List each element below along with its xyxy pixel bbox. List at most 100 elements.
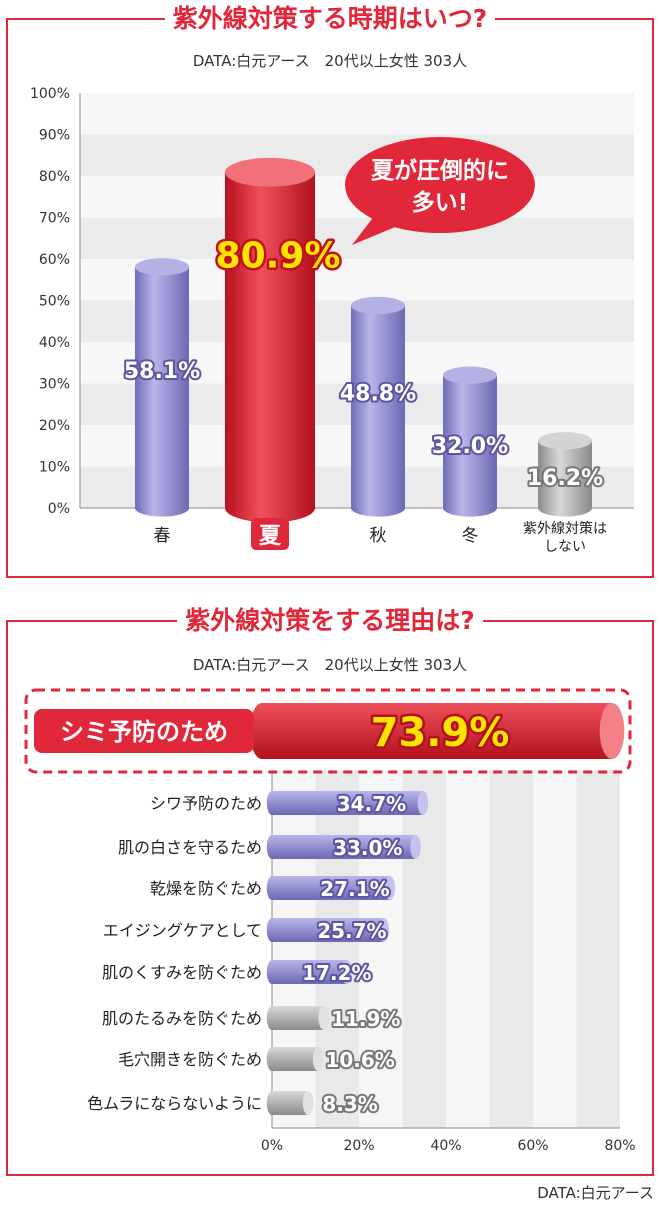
- bar: 乾燥を防ぐため 27.1%: [150, 875, 396, 903]
- grid-band: [272, 770, 316, 1128]
- bar-base: [266, 1091, 278, 1115]
- x-tick-label: 20%: [343, 1138, 374, 1154]
- x-tick-label: 80%: [604, 1138, 635, 1154]
- bar-body: [225, 172, 315, 508]
- category-label: 紫外線対策は: [523, 520, 607, 537]
- bar-cap: [341, 960, 353, 984]
- bar: シワ予防のため 34.7%: [150, 790, 429, 818]
- chart-title: 紫外線対策をする理由は?: [8, 606, 652, 636]
- bar: 肌の白さを守るため 33.0%: [118, 834, 421, 862]
- bar-top: [225, 157, 315, 187]
- bar-base: [443, 499, 497, 517]
- bar-top: [538, 432, 592, 450]
- bar: 肌のたるみを防ぐため 11.9%: [102, 1005, 402, 1033]
- bar-cap: [378, 918, 390, 942]
- category-label: シワ予防のため: [150, 794, 262, 813]
- bar-body: [272, 918, 384, 942]
- data-source: DATA:白元アース: [537, 1184, 654, 1202]
- x-tick-label: 40%: [430, 1138, 461, 1154]
- grid-band: [80, 217, 634, 259]
- bar-cap: [302, 1091, 314, 1115]
- bar-body: [262, 703, 612, 759]
- y-tick-label: 90%: [39, 128, 70, 144]
- callout-line-2: 多い!: [412, 189, 469, 216]
- x-tick-label: 60%: [517, 1138, 548, 1154]
- bar-base: [538, 499, 592, 517]
- bar-top: [443, 366, 497, 384]
- bar-base: [249, 703, 275, 759]
- category-highlight-box: [251, 518, 289, 550]
- bar-body: [272, 791, 423, 815]
- bar: 肌のくすみを防ぐため 17.2%: [102, 959, 374, 987]
- bar-cap: [599, 703, 625, 759]
- data-label: 11.9%: [331, 1007, 400, 1031]
- bar-base: [266, 835, 278, 859]
- category-label: シミ予防のため: [60, 718, 228, 746]
- bar-body: [351, 305, 405, 508]
- bar-base: [266, 1006, 278, 1030]
- bar-base: [135, 499, 189, 517]
- bar-cap: [318, 1006, 330, 1030]
- bar: シミ予防のため 73.9%: [34, 703, 625, 759]
- data-label: 16.2%: [527, 466, 603, 491]
- chart-subtitle: DATA:白元アース 20代以上女性 303人: [192, 52, 468, 70]
- bar-cap: [410, 835, 421, 859]
- callout-line-1: 夏が圧倒的に: [371, 157, 509, 184]
- category-label: 春: [154, 526, 171, 546]
- data-label: 48.8%: [340, 382, 416, 407]
- grid-band: [359, 770, 403, 1128]
- grid-band: [446, 770, 490, 1128]
- reason-bar-chart: 0% 20% 40% 60% 80% シミ予防のため 73.9% シワ予防のため 34.7% 肌の…: [24, 688, 636, 1154]
- bar-body: [272, 835, 416, 859]
- y-tick-label: 60%: [39, 252, 70, 268]
- data-label: 17.2%: [302, 961, 371, 985]
- data-label: 34.7%: [337, 792, 406, 816]
- bar-body: [272, 1091, 309, 1115]
- category-label: 夏: [259, 524, 282, 549]
- grid-band: [402, 770, 446, 1128]
- data-label: 73.9%: [371, 710, 510, 756]
- chart-subtitle: DATA:白元アース 20代以上女性 303人: [192, 656, 468, 674]
- bar: 32.0% 冬: [430, 366, 510, 546]
- category-label: 色ムラにならないように: [87, 1094, 262, 1113]
- bar: 48.8% 秋: [338, 296, 418, 546]
- grid-band: [533, 770, 577, 1128]
- y-tick-label: 30%: [39, 377, 70, 393]
- bar-body: [272, 876, 390, 900]
- bar-top: [135, 258, 189, 276]
- y-tick-label: 80%: [39, 169, 70, 185]
- bar: エイジングケアとして 25.7%: [103, 917, 390, 945]
- data-label: 25.7%: [317, 919, 386, 943]
- y-tick-label: 0%: [48, 501, 70, 517]
- bar: 毛穴開きを防ぐため 10.6%: [118, 1046, 397, 1074]
- highlight-frame: [24, 688, 632, 774]
- category-label: 毛穴開きを防ぐため: [118, 1050, 262, 1069]
- callout-bubble: 夏が圧倒的に 多い!: [345, 137, 535, 245]
- y-tick-label: 20%: [39, 418, 70, 434]
- category-label: 秋: [370, 526, 387, 546]
- category-label: 肌の白さを守るため: [118, 838, 262, 857]
- bar-cap: [312, 1047, 324, 1071]
- bar-body: [538, 440, 592, 508]
- bar-base: [225, 493, 315, 523]
- data-label: 10.6%: [325, 1048, 394, 1072]
- bar-cap: [417, 791, 429, 815]
- bar: 80.9% 夏: [213, 157, 343, 550]
- data-label: 33.0%: [333, 836, 402, 860]
- data-label: 58.1%: [124, 359, 200, 384]
- bar-top: [351, 296, 405, 315]
- y-tick-label: 100%: [30, 86, 70, 102]
- bar: 色ムラにならないように 8.3%: [87, 1090, 380, 1118]
- category-label: しない: [544, 539, 586, 555]
- category-label: エイジングケアとして: [103, 921, 262, 940]
- bar-body: [272, 1006, 324, 1030]
- bar-base: [266, 876, 278, 900]
- bar-base: [266, 960, 278, 984]
- x-tick-label: 0%: [261, 1138, 283, 1154]
- y-tick-label: 50%: [39, 294, 70, 310]
- y-tick-label: 40%: [39, 335, 70, 351]
- category-highlight-box: [34, 709, 254, 753]
- bar-base: [266, 791, 278, 815]
- data-label: 8.3%: [322, 1092, 377, 1116]
